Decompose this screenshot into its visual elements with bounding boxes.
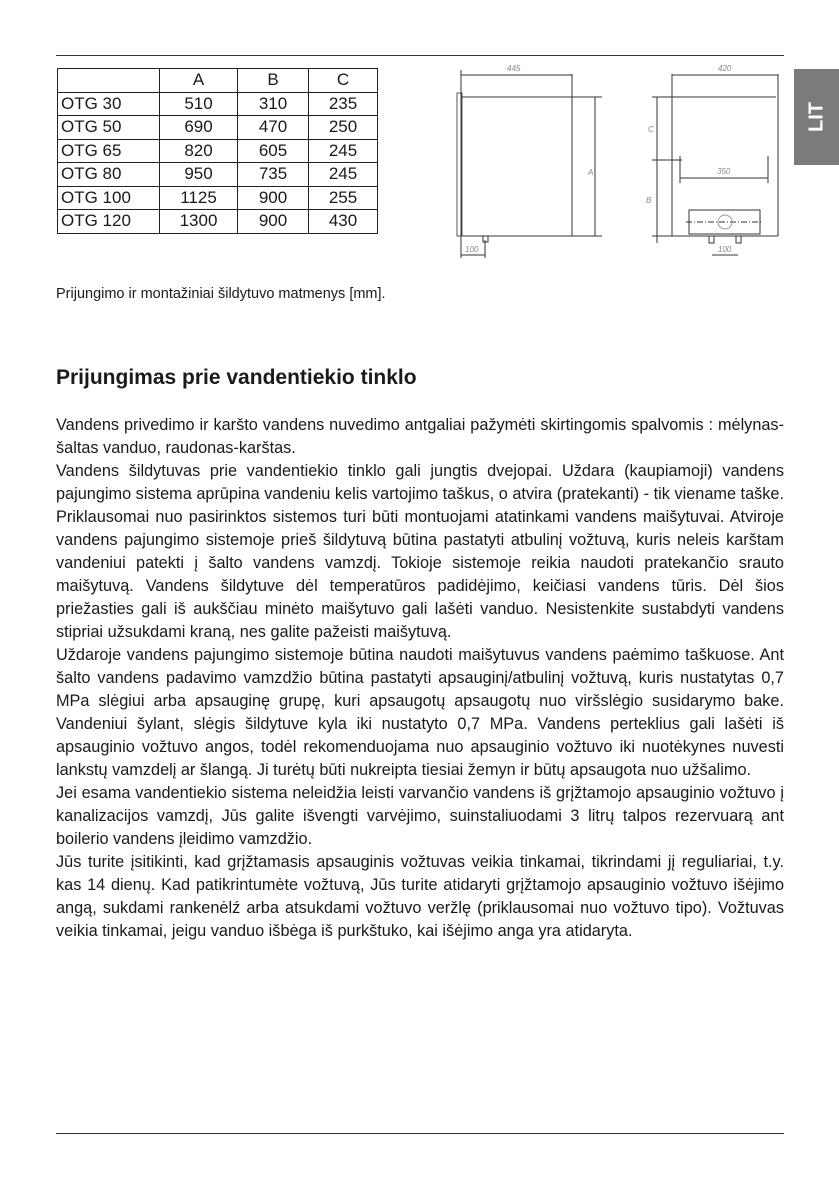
table-cell: 235 — [308, 91, 378, 116]
front-pipes-label: 100 — [718, 245, 732, 254]
language-tab: LIT — [794, 69, 839, 165]
table-row: OTG 100 1125 900 255 — [57, 185, 378, 210]
front-view: 420 C B 350 100 — [646, 64, 779, 256]
paragraph: Uždaroje vandens pajungimo sistemoje būt… — [56, 646, 784, 779]
table-cell: OTG 30 — [57, 91, 160, 116]
side-height-label: A — [587, 168, 593, 177]
figure-caption: Prijungimo ir montažiniai šildytuvo matm… — [56, 286, 386, 302]
table-cell — [57, 68, 160, 93]
table-row: OTG 50 690 470 250 — [57, 115, 378, 140]
table-cell: 470 — [237, 115, 309, 140]
dimension-diagram: 445 A 100 420 C B 350 100 — [456, 64, 779, 258]
table-row: OTG 80 950 735 245 — [57, 162, 378, 187]
header-rule — [56, 55, 784, 56]
table-cell: 950 — [159, 162, 238, 187]
section-body: Vandens privedimo ir karšto vandens nuve… — [56, 414, 784, 943]
table-cell: OTG 50 — [57, 115, 160, 140]
table-cell: 250 — [308, 115, 378, 140]
table-row: OTG 30 510 310 235 — [57, 91, 378, 116]
side-width-label: 445 — [507, 64, 521, 73]
front-c-label: C — [648, 125, 654, 134]
table-cell: OTG 65 — [57, 138, 160, 163]
table-cell: 1300 — [159, 209, 238, 234]
table-cell: OTG 100 — [57, 185, 160, 210]
table-cell: 255 — [308, 185, 378, 210]
table-cell: 245 — [308, 138, 378, 163]
table-cell: 310 — [237, 91, 309, 116]
table-cell: 245 — [308, 162, 378, 187]
paragraph: Jei esama vandentiekio sistema neleidžia… — [56, 784, 784, 848]
table-cell: 900 — [237, 209, 309, 234]
table-cell: OTG 120 — [57, 209, 160, 234]
front-width-label: 420 — [718, 64, 732, 73]
table-cell: B — [237, 68, 309, 93]
dimensions-table: A B C OTG 30 510 310 235 OTG 50 690 470 250 OTG 65 8… — [57, 68, 378, 234]
language-tab-label: LIT — [805, 102, 827, 132]
paragraph: Vandens privedimo ir karšto vandens nuve… — [56, 416, 784, 457]
table-cell: 430 — [308, 209, 378, 234]
table-cell: 605 — [237, 138, 309, 163]
front-mount-label: 350 — [717, 167, 731, 176]
paragraph: Jūs turite įsitikinti, kad grįžtamasis a… — [56, 853, 784, 940]
footer-rule — [56, 1133, 784, 1134]
table-cell: OTG 80 — [57, 162, 160, 187]
table-cell: 1125 — [159, 185, 238, 210]
table-cell: 820 — [159, 138, 238, 163]
paragraph: Vandens šildytuvas prie vandentiekio tin… — [56, 462, 784, 641]
table-row: OTG 120 1300 900 430 — [57, 209, 378, 234]
side-view: 445 A 100 — [456, 64, 602, 258]
front-b-label: B — [646, 196, 652, 205]
table-cell: C — [308, 68, 378, 93]
section-title: Prijungimas prie vandentiekio tinklo — [56, 366, 417, 389]
table-cell: 735 — [237, 162, 309, 187]
table-cell: 690 — [159, 115, 238, 140]
table-cell: 900 — [237, 185, 309, 210]
table-cell: 510 — [159, 91, 238, 116]
table-cell: A — [159, 68, 238, 93]
table-row: OTG 65 820 605 245 — [57, 138, 378, 163]
side-offset-label: 100 — [465, 245, 479, 254]
